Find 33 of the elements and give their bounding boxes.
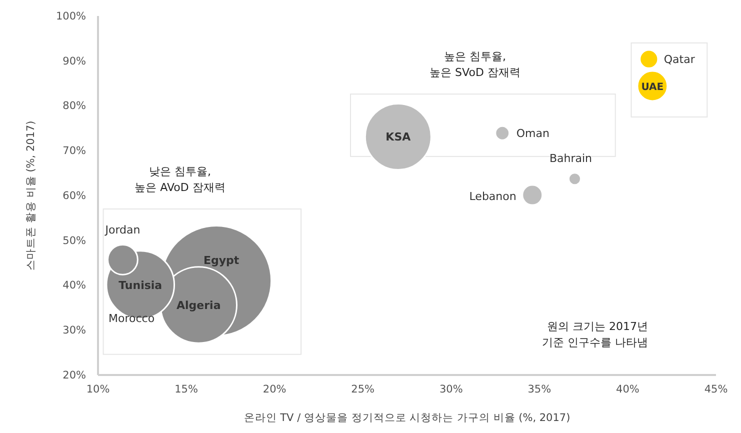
series-label: KSA	[386, 130, 412, 144]
x-axis-title: 온라인 TV / 영상물을 정기적으로 시청하는 가구의 비율 (%, 2017)	[244, 412, 570, 424]
y-tick-label: 100%	[56, 10, 86, 22]
y-axis-title: 스마트폰 활용 비율 (%, 2017)	[25, 120, 37, 270]
x-tick-label: 30%	[439, 383, 463, 396]
series-label: Oman	[516, 127, 550, 140]
annotation: Morocco	[108, 312, 155, 326]
series-label: Egypt	[203, 254, 240, 267]
series-label: Algeria	[176, 298, 221, 312]
annotation: 원의 크기는 2017년 기준 인구수를 나타냄	[542, 320, 648, 349]
y-tick-label: 70%	[62, 144, 86, 157]
y-tick-label: 60%	[62, 190, 86, 202]
x-tick-label: 25%	[351, 383, 375, 396]
series-label: Bahrain	[549, 152, 592, 165]
annotation: 낮은 침투율, 높은 AVoD 잠재력	[134, 165, 226, 194]
x-tick-label: 15%	[174, 383, 198, 396]
y-tick-label: 30%	[62, 324, 86, 336]
y-tick-label: 50%	[62, 234, 86, 247]
series-label: Qatar	[664, 53, 696, 66]
series-label: Tunisia	[118, 278, 162, 292]
x-tick-label: 10%	[86, 383, 110, 396]
x-tick-label: 20%	[262, 383, 286, 396]
y-tick-label: 20%	[62, 369, 86, 382]
y-tick-label: 40%	[62, 280, 86, 292]
series-label: Lebanon	[469, 190, 516, 204]
y-tick-label: 80%	[62, 100, 86, 112]
x-tick-label: 40%	[616, 383, 640, 396]
series-label: Jordan	[104, 224, 140, 237]
annotation: 높은 침투율, 높은 SVoD 잠재력	[430, 50, 520, 79]
y-tick-label: 90%	[62, 55, 86, 68]
x-tick-label: 35%	[528, 383, 552, 396]
x-tick-label: 45%	[704, 383, 728, 396]
series-label: UAE	[641, 82, 664, 94]
